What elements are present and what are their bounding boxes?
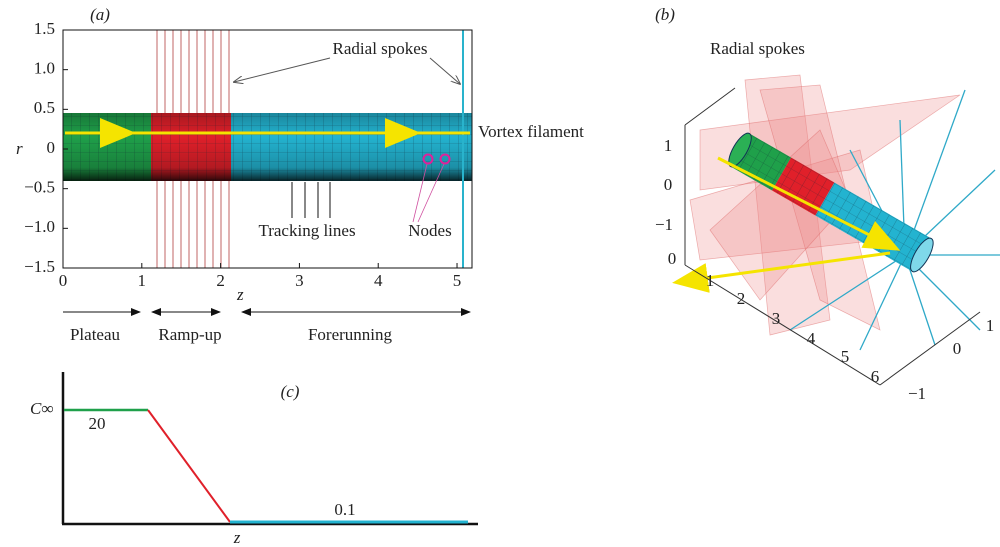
region-label: Plateau: [70, 325, 121, 344]
tick-label: −1: [655, 215, 673, 234]
tick-label: 0: [953, 339, 962, 358]
annotation: Radial spokes: [333, 39, 428, 58]
y-label: r: [16, 139, 23, 158]
annotation: Tracking lines: [258, 221, 355, 240]
x-label: z: [236, 285, 244, 304]
tick-label: 0: [664, 175, 673, 194]
annotation: Vortex filament: [478, 122, 584, 141]
figure: (a) r z Radial spokes Vortex filament Tr…: [0, 0, 1000, 547]
y-tick-label: −1.0: [24, 217, 55, 236]
y-label: C∞: [30, 399, 53, 418]
tick-label: 5: [841, 347, 850, 366]
pointer: [234, 58, 330, 82]
level-label: 0.1: [334, 500, 355, 519]
tick-label: 6: [871, 367, 880, 386]
x-tick-label: 0: [59, 271, 68, 290]
panel-label: (c): [281, 382, 300, 401]
region-label: Ramp-up: [158, 325, 221, 344]
x-tick-label: 4: [374, 271, 383, 290]
tick-label: 4: [807, 329, 816, 348]
tracking-pointers: [292, 182, 330, 218]
annotation: Nodes: [408, 221, 451, 240]
pointer: [430, 58, 460, 84]
panel-c: (c) C∞ z 20 0.1: [30, 372, 478, 547]
tick-label: −1: [908, 384, 926, 403]
y-tick-label: −1.5: [24, 257, 55, 276]
panel-label: (b): [655, 5, 675, 24]
x-label: z: [233, 528, 241, 547]
y-tick-label: 0: [47, 138, 56, 157]
tick-label: 3: [772, 309, 781, 328]
level-label: 20: [89, 414, 106, 433]
y-tick-label: 0.5: [34, 98, 55, 117]
tick-label: 2: [737, 289, 746, 308]
x-tick-label: 5: [453, 271, 462, 290]
panel-label: (a): [90, 5, 110, 24]
y-tick-label: −0.5: [24, 178, 55, 197]
ramp: [148, 410, 230, 522]
x-tick-label: 3: [295, 271, 304, 290]
panel-a: (a) r z Radial spokes Vortex filament Tr…: [16, 5, 584, 344]
panel-b: (b) Radial spokes 1 0 −1 0 1 2 3 4 5 6 −…: [655, 5, 1000, 403]
tube: [63, 113, 472, 181]
x-tick-label: 1: [138, 271, 147, 290]
annotation: Radial spokes: [710, 39, 805, 58]
tick-label: 1: [664, 136, 673, 155]
tick-label: 1: [986, 316, 995, 335]
region-label: Forerunning: [308, 325, 393, 344]
tick-label: 0: [668, 249, 677, 268]
x-tick-label: 2: [216, 271, 225, 290]
tick-label: 1: [706, 271, 715, 290]
y-tick-label: 1.5: [34, 19, 55, 38]
y-tick-label: 1.0: [34, 59, 55, 78]
